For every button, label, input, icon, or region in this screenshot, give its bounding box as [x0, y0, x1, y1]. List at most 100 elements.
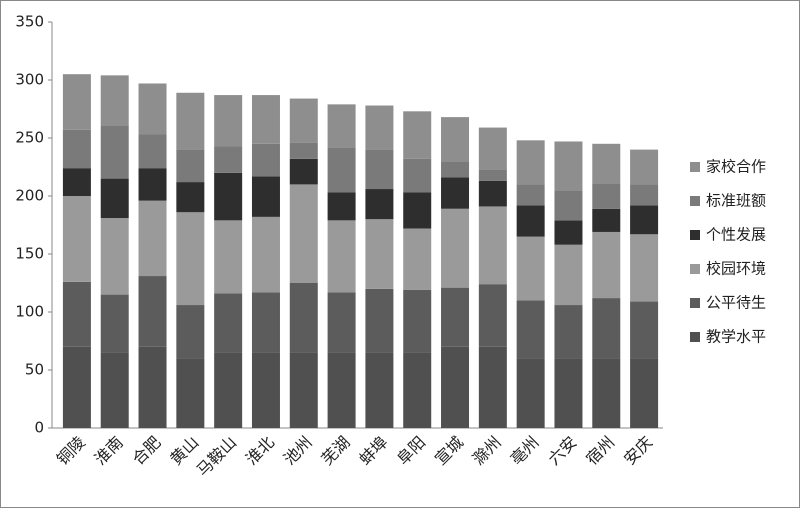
y-tick-label: 200: [15, 187, 44, 205]
bar-segment: [403, 192, 432, 229]
bar-segment: [251, 143, 280, 177]
bar-segment: [176, 212, 205, 306]
bar-segment: [62, 346, 91, 428]
bar-segment: [138, 346, 167, 428]
legend-swatch: [690, 162, 700, 172]
legend-label: 个性发展: [706, 226, 766, 244]
bar-segment: [214, 293, 243, 353]
bar-segment: [516, 205, 545, 237]
bar-segment: [441, 161, 470, 178]
bar-segment: [138, 134, 167, 169]
bar-segment: [176, 149, 205, 183]
bar-segment: [554, 358, 583, 428]
bar-segment: [214, 146, 243, 173]
legend-label: 教学水平: [706, 328, 766, 346]
bar-segment: [62, 196, 91, 282]
bar-segment: [516, 236, 545, 301]
bar-segment: [100, 125, 129, 179]
y-tick-label: 100: [15, 303, 44, 321]
legend-swatch: [690, 298, 700, 308]
legend-label: 公平待生: [706, 294, 766, 312]
bar-segment: [592, 143, 621, 184]
bar-segment: [554, 305, 583, 359]
bar-segment: [554, 141, 583, 191]
bar-segment: [100, 75, 129, 126]
bar-segment: [403, 289, 432, 353]
bar-segment: [214, 95, 243, 147]
bar-segment: [327, 352, 356, 428]
bar-segment: [214, 172, 243, 221]
legend-label: 家校合作: [706, 158, 766, 176]
bar-segment: [592, 231, 621, 299]
bar-segment: [478, 206, 507, 285]
bar-segment: [441, 208, 470, 288]
bar-segment: [100, 178, 129, 219]
bar-segment: [365, 105, 394, 150]
bar-segment: [516, 140, 545, 185]
bar-segment: [100, 294, 129, 353]
bar-segment: [138, 276, 167, 347]
y-tick-label: 0: [34, 419, 44, 437]
bar-segment: [176, 305, 205, 359]
bar-segment: [478, 127, 507, 170]
bar-segment: [289, 98, 318, 143]
bar-segment: [327, 192, 356, 221]
bar-segment: [327, 292, 356, 353]
legend-swatch: [690, 332, 700, 342]
bar-segment: [289, 158, 318, 185]
bar-segment: [403, 352, 432, 428]
bar-segment: [289, 283, 318, 353]
bar-segment: [630, 301, 659, 359]
bar-segment: [403, 111, 432, 159]
bar-segment: [251, 176, 280, 217]
bar-segment: [630, 234, 659, 302]
bar-segment: [251, 352, 280, 428]
bar-segment: [478, 346, 507, 428]
bar-segment: [441, 177, 470, 209]
bar-segment: [251, 292, 280, 353]
y-tick-label: 300: [15, 71, 44, 89]
legend-swatch: [690, 264, 700, 274]
bar-segment: [441, 117, 470, 162]
bar-segment: [554, 244, 583, 306]
legend-swatch: [690, 230, 700, 240]
bar-segment: [327, 147, 356, 193]
bar-segment: [516, 300, 545, 359]
bar-segment: [214, 352, 243, 428]
bar-segment: [630, 184, 659, 206]
bar-segment: [554, 220, 583, 245]
bar-segment: [516, 184, 545, 206]
bar-segment: [516, 358, 545, 428]
bar-segment: [289, 142, 318, 159]
bar-segment: [592, 298, 621, 359]
y-tick-label: 350: [15, 13, 44, 31]
bar-segment: [630, 358, 659, 428]
legend-label: 标准班额: [706, 192, 766, 210]
bar-segment: [554, 190, 583, 221]
bar-segment: [327, 104, 356, 148]
bar-segment: [630, 205, 659, 235]
y-tick-label: 50: [25, 361, 44, 379]
bar-segment: [138, 168, 167, 201]
y-tick-label: 250: [15, 129, 44, 147]
legend-swatch: [690, 196, 700, 206]
bar-segment: [251, 95, 280, 144]
bar-segment: [365, 189, 394, 220]
bar-segment: [176, 182, 205, 213]
bar-segment: [100, 352, 129, 428]
bar-segment: [62, 281, 91, 347]
bar-segment: [214, 220, 243, 294]
bar-segment: [176, 92, 205, 150]
bar-segment: [365, 288, 394, 353]
bar-segment: [327, 220, 356, 293]
bar-segment: [289, 352, 318, 428]
bar-segment: [478, 169, 507, 181]
bar-segment: [62, 129, 91, 169]
bar-segment: [365, 219, 394, 289]
bar-segment: [138, 83, 167, 135]
legend-label: 校园环境: [706, 260, 766, 278]
bar-segment: [365, 149, 394, 190]
bar-segment: [403, 228, 432, 290]
